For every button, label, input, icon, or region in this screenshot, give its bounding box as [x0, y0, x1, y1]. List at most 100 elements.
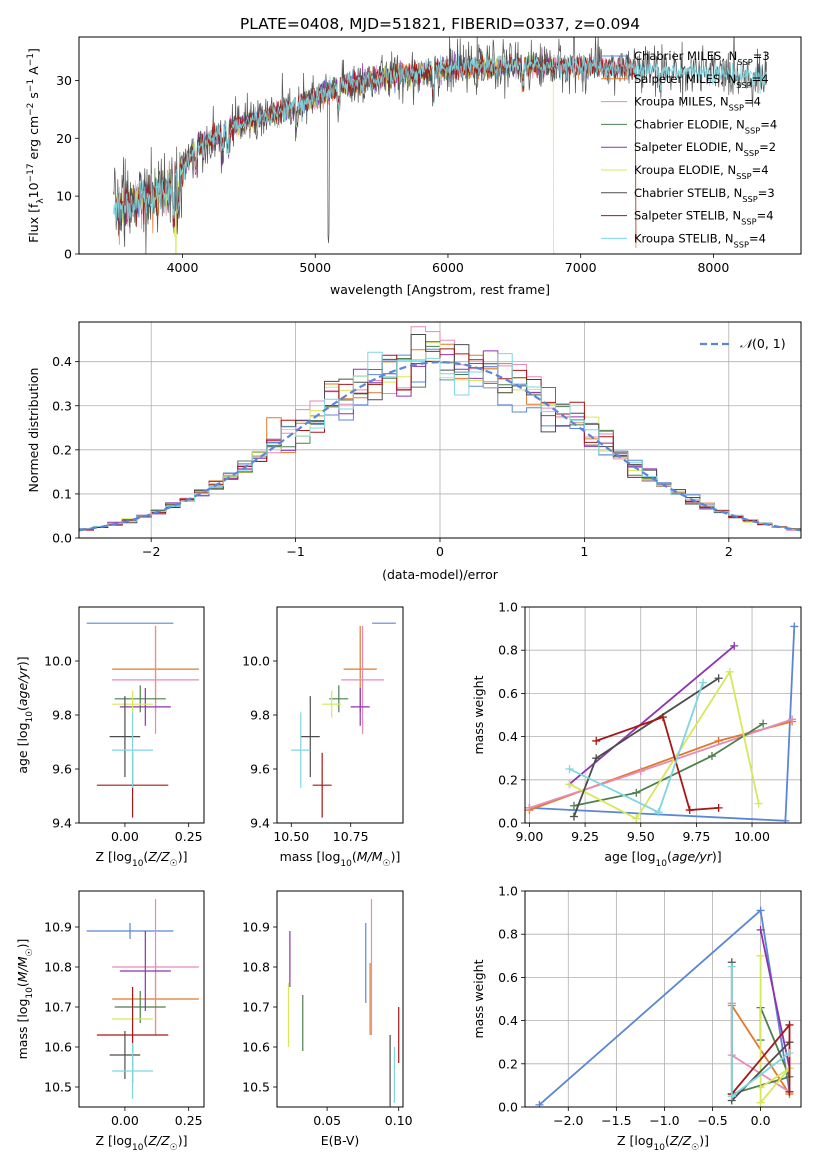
- legend-label-chabrier_elodie: Chabrier ELODIE, NSSP=4: [634, 117, 777, 135]
- age-weight-ytick-label: 1.0: [498, 600, 518, 615]
- z-age-ytick-label: 9.4: [52, 816, 72, 831]
- hist-ytick-label: 0.1: [52, 486, 72, 501]
- ebv-mass-xlabel: E(B-V): [321, 1133, 360, 1148]
- figure-title: PLATE=0408, MJD=51821, FIBERID=0337, z=0…: [240, 15, 640, 33]
- age-weight-marker-salpeter_stelib: [685, 806, 694, 815]
- spectrum-ytick-label: 0: [64, 247, 72, 262]
- spectrum-xtick-label: 8000: [697, 260, 729, 275]
- z-age-ylabel: age [log10(age/yr)]: [15, 656, 35, 773]
- legend-label-kroupa_stelib: Kroupa STELIB, NSSP=4: [634, 231, 766, 249]
- age-weight-xtick-label: 9.25: [571, 829, 599, 844]
- age-weight-line-salpeter_stelib: [595, 716, 719, 811]
- z-mass-ylabel: mass [log10(M/M☉)]: [15, 939, 35, 1060]
- age-weight-xtick-label: 10.00: [734, 829, 770, 844]
- ebv-mass-ytick-label: 10.6: [242, 1040, 270, 1055]
- spectrum-xtick-label: 4000: [167, 260, 199, 275]
- age-weight-ytick-label: 0.2: [498, 772, 518, 787]
- age-weight-marker-kroupa_miles: [636, 767, 645, 776]
- plot-area: [86, 622, 199, 818]
- age-weight-marker-kroupa_miles: [525, 803, 534, 812]
- spectrum-ylabel: Flux [fλ10−17 erg cm−2 s−1 A−1]: [26, 48, 46, 243]
- spectrum-ytick-label: 10: [56, 189, 72, 204]
- mass-age-ytick-label: 10.0: [242, 654, 270, 669]
- age-weight-line-chabrier_elodie: [573, 722, 764, 807]
- spectrum-legend: Chabrier MILES, NSSP=3 Salpeter MILES, NS…: [601, 49, 777, 249]
- z-mass-xtick-label: 0.25: [175, 1113, 203, 1128]
- z-weight-marker-kroupa_elodie: [756, 1098, 765, 1107]
- legend-label-salpeter_miles: Salpeter MILES, NSSP=4: [634, 72, 769, 90]
- legend-label-chabrier_stelib: Chabrier STELIB, NSSP=3: [634, 186, 775, 204]
- plot-area: [525, 622, 799, 823]
- age-weight-xtick-label: 9.75: [682, 829, 710, 844]
- age-weight-marker-chabrier_stelib: [569, 812, 578, 821]
- z-weight-marker-kroupa_elodie: [756, 951, 765, 960]
- age-weight-marker-kroupa_miles: [788, 715, 797, 724]
- ebv-mass-frame: [276, 890, 404, 1108]
- ebv-mass-ytick-label: 10.7: [242, 1000, 270, 1015]
- hist-ytick-label: 0.4: [52, 354, 72, 369]
- spectrum-kroupa_stelib: [113, 53, 767, 222]
- z-weight-xlabel: Z [log10(Z/Z☉)]: [617, 1133, 709, 1153]
- z-weight-marker-kroupa_stelib: [727, 1092, 736, 1101]
- age-weight-line-kroupa_miles: [529, 718, 793, 809]
- spectrum-xlabel: wavelength [Angstrom, rest frame]: [330, 282, 550, 297]
- age-weight-ytick-label: 0.0: [498, 816, 518, 831]
- hist-ylabel: Normed distribution: [26, 368, 41, 493]
- plot-area: [287, 899, 400, 1107]
- z-mass-ytick-label: 10.8: [44, 960, 72, 975]
- plot-area: [79, 326, 801, 533]
- z-weight-xtick-label: −0.5: [697, 1113, 727, 1128]
- age-weight-marker-salpeter_stelib: [659, 713, 667, 722]
- z-weight-xtick-label: −1.0: [649, 1113, 679, 1128]
- spectrum-xtick-label: 5000: [299, 260, 331, 275]
- legend-label-salpeter_elodie: Salpeter ELODIE, NSSP=2: [634, 140, 776, 158]
- hist-xtick-label: −1: [286, 544, 304, 559]
- z-weight-ytick-label: 1.0: [498, 884, 518, 899]
- z-weight-marker-kroupa_elodie: [756, 1083, 765, 1092]
- plot-area: [86, 899, 199, 1099]
- z-weight-ytick-label: 0.4: [498, 1013, 518, 1028]
- z-age-ytick-label: 9.8: [52, 708, 72, 723]
- hist-xlabel: (data-model)/error: [382, 567, 499, 582]
- z-age-xtick-label: 0.00: [111, 829, 139, 844]
- age-weight-marker-kroupa_stelib: [565, 765, 574, 773]
- mass-age-ytick-label: 9.4: [250, 816, 270, 831]
- age-weight-marker-chabrier_miles: [790, 622, 799, 631]
- normal-curve: [79, 360, 801, 532]
- age-weight-line-kroupa_elodie: [569, 669, 760, 820]
- hist-ytick-label: 0.2: [52, 442, 72, 457]
- age-weight-marker-chabrier_elodie: [569, 801, 578, 810]
- z-age-ytick-label: 10.0: [44, 654, 72, 669]
- z-mass-ytick-label: 10.7: [44, 1000, 72, 1015]
- age-weight-ytick-label: 0.4: [498, 729, 518, 744]
- z-weight-marker-kroupa_stelib: [727, 962, 736, 971]
- z-weight-xtick-label: 0.0: [751, 1113, 771, 1128]
- z-weight-marker-salpeter_stelib: [785, 1020, 794, 1029]
- z-weight-marker-kroupa_stelib: [785, 1049, 794, 1057]
- spectrum-ytick-label: 20: [56, 131, 72, 146]
- z-mass-ytick-label: 10.6: [44, 1040, 72, 1055]
- plot-area: [291, 622, 396, 818]
- z-weight-ytick-label: 0.0: [498, 1100, 518, 1115]
- age-weight-ylabel: mass weight: [471, 675, 486, 754]
- z-weight-xtick-label: −1.5: [601, 1113, 631, 1128]
- mass-age-xlabel: mass [log10(M/M☉)]: [280, 849, 401, 869]
- z-age-xtick-label: 0.25: [175, 829, 203, 844]
- age-weight-xtick-label: 9.00: [516, 829, 544, 844]
- mass-age-xtick-label: 10.50: [273, 829, 309, 844]
- age-weight-marker-kroupa_elodie: [754, 799, 763, 808]
- z-weight-ytick-label: 0.2: [498, 1056, 518, 1071]
- spectrum-xtick-label: 7000: [565, 260, 597, 275]
- ebv-mass-ytick-label: 10.9: [242, 920, 270, 935]
- z-weight-marker-salpeter_stelib: [785, 1087, 794, 1096]
- age-weight-marker-kroupa_stelib: [699, 678, 708, 687]
- age-weight-xlabel: age [log10(age/yr)]: [604, 849, 721, 869]
- hist-xtick-label: 0: [436, 544, 444, 559]
- age-weight-xtick-label: 9.50: [627, 829, 655, 844]
- hist-xtick-label: −2: [142, 544, 160, 559]
- plot-area: [535, 906, 794, 1107]
- z-mass-ytick-label: 10.5: [44, 1080, 72, 1095]
- age-weight-marker-chabrier_elodie: [759, 719, 768, 728]
- z-weight-xtick-label: −2.0: [553, 1113, 583, 1128]
